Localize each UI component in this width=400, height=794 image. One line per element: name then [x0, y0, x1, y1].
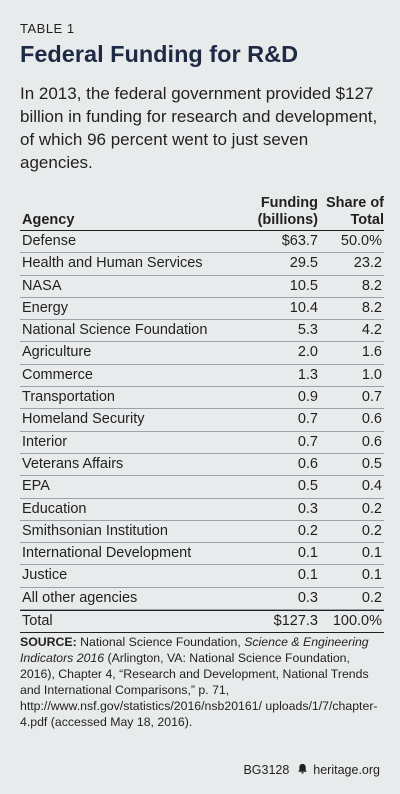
table-row: Defense $63.7 50.0%	[20, 231, 384, 254]
funding-cell: 0.1	[297, 545, 318, 562]
table-row: NASA 10.5 8.2	[20, 276, 384, 298]
share-cell: 100.0%	[332, 613, 382, 630]
agency-cell: Health and Human Services	[22, 255, 203, 272]
funding-cell: 10.4	[289, 299, 318, 316]
agency-cell: All other agencies	[22, 589, 138, 606]
column-header-share-line2: Total	[350, 212, 384, 228]
funding-cell: $127.3	[273, 613, 318, 630]
table-row: Health and Human Services 29.5 23.2	[20, 253, 384, 276]
agency-cell: Agriculture	[22, 344, 92, 361]
table-row: EPA 0.5 0.4	[20, 476, 384, 499]
table-row: Agriculture 2.0 1.6	[20, 342, 384, 365]
table-row: Veterans Affairs 0.6 0.5	[20, 454, 384, 477]
agency-cell: Total	[22, 613, 53, 630]
table-row: Energy 10.4 8.2	[20, 298, 384, 321]
source-text-1: National Science Foundation,	[76, 635, 245, 649]
agency-cell: NASA	[22, 277, 62, 294]
agency-cell: Energy	[22, 299, 68, 316]
agency-cell: Commerce	[22, 366, 93, 383]
share-cell: 50.0%	[340, 233, 382, 249]
agency-cell: International Development	[22, 545, 192, 562]
table-row: Justice 0.1 0.1	[20, 565, 384, 588]
bell-icon	[297, 763, 308, 777]
table-row: Transportation 0.9 0.7	[20, 387, 384, 410]
agency-cell: EPA	[22, 478, 50, 495]
funding-cell: 2.0	[297, 344, 318, 361]
intro-text: In 2013, the federal government provided…	[20, 84, 378, 172]
share-cell: 0.2	[361, 522, 382, 539]
table-label: TABLE 1	[20, 21, 75, 36]
table-row: Education 0.3 0.2	[20, 499, 384, 521]
report-code: BG3128	[243, 763, 290, 777]
agency-cell: Education	[22, 500, 87, 517]
funding-cell: 0.7	[297, 411, 318, 428]
source-text-2: (Arlington, VA: National Science Foundat…	[20, 651, 378, 729]
table-row: Smithsonian Institution 0.2 0.2	[20, 521, 384, 544]
table-title: Federal Funding for R&D	[20, 41, 299, 67]
site-link[interactable]: heritage.org	[313, 763, 380, 777]
funding-cell: 5.3	[297, 322, 318, 339]
table-total-row: Total $127.3 100.0%	[20, 610, 384, 634]
share-cell: 4.2	[361, 322, 382, 339]
column-header-share: Share of Total	[320, 195, 384, 229]
share-cell: 8.2	[361, 277, 382, 294]
funding-cell: 0.2	[297, 522, 318, 539]
table-row: Homeland Security 0.7 0.6	[20, 409, 384, 432]
funding-cell: 0.3	[297, 589, 318, 606]
funding-cell: 0.6	[297, 455, 318, 472]
column-header-share-line1: Share of	[325, 195, 384, 211]
table-row: Interior 0.7 0.6	[20, 432, 384, 454]
share-cell: 1.0	[361, 366, 382, 383]
agency-cell: Defense	[22, 233, 77, 249]
column-header-funding: Funding (billions)	[236, 195, 318, 229]
funding-cell: 0.3	[297, 500, 318, 517]
table-body: Defense $63.7 50.0% Health and Human Servic…	[20, 231, 384, 634]
column-header-funding-line1: Funding	[260, 195, 318, 211]
source-label: SOURCE:	[20, 635, 77, 649]
table-row: All other agencies 0.3 0.2	[20, 588, 384, 611]
agency-cell: Justice	[22, 567, 68, 584]
source-title: Science & Engineering Indicators 2016	[20, 635, 369, 665]
agency-cell: Transportation	[22, 389, 115, 406]
table-row: International Development 0.1 0.1	[20, 543, 384, 566]
column-header-funding-line2: (billions)	[257, 212, 318, 228]
share-cell: 0.2	[361, 500, 382, 517]
funding-cell: 0.1	[297, 567, 318, 584]
share-cell: 8.2	[361, 299, 382, 316]
share-cell: 1.6	[361, 344, 382, 361]
agency-cell: National Science Foundation	[22, 322, 208, 339]
share-cell: 0.7	[361, 389, 382, 406]
funding-cell: $63.7	[281, 233, 318, 249]
agency-cell: Homeland Security	[22, 411, 145, 428]
share-cell: 0.6	[361, 433, 382, 450]
funding-cell: 0.7	[297, 433, 318, 450]
agency-cell: Veterans Affairs	[22, 455, 124, 472]
footer: BG3128 heritage.org	[20, 763, 380, 777]
share-cell: 23.2	[353, 255, 382, 272]
source-note: SOURCE: National Science Foundation, Sci…	[20, 634, 380, 730]
funding-cell: 29.5	[289, 255, 318, 272]
share-cell: 0.5	[361, 455, 382, 472]
share-cell: 0.1	[361, 545, 382, 562]
share-cell: 0.6	[361, 411, 382, 428]
funding-cell: 1.3	[297, 366, 318, 383]
column-header-agency: Agency	[22, 212, 75, 228]
agency-cell: Interior	[22, 433, 68, 450]
share-cell: 0.4	[361, 478, 382, 495]
header-rule	[20, 230, 384, 231]
funding-cell: 0.9	[297, 389, 318, 406]
share-cell: 0.1	[361, 567, 382, 584]
table-row: National Science Foundation 5.3 4.2	[20, 320, 384, 343]
funding-cell: 0.5	[297, 478, 318, 495]
share-cell: 0.2	[361, 589, 382, 606]
agency-cell: Smithsonian Institution	[22, 522, 168, 539]
funding-cell: 10.5	[289, 277, 318, 294]
table-row: Commerce 1.3 1.0	[20, 365, 384, 388]
